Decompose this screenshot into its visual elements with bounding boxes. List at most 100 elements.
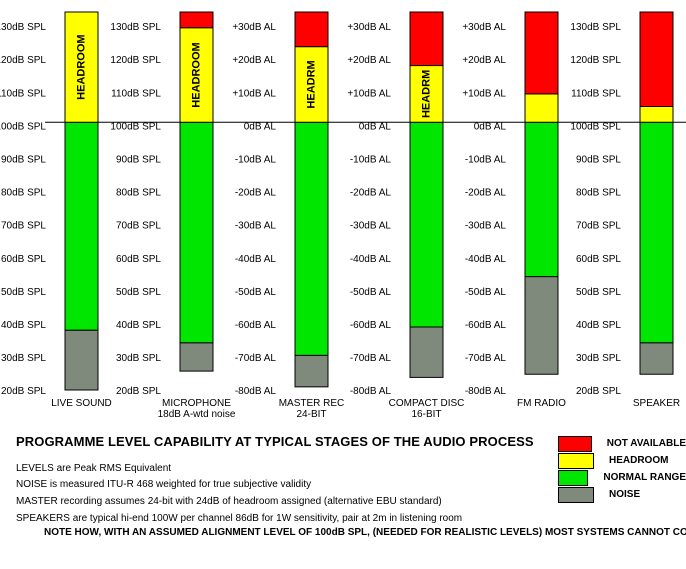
bar-1-segment-headroom: [179, 27, 214, 123]
bar-2-tick-label: -70dB AL: [235, 353, 277, 364]
bar-0-tick-label: 130dB SPL: [0, 22, 46, 33]
bar-3-segment-noise: [409, 326, 444, 378]
bar-3-tick-label: -70dB AL: [350, 353, 392, 364]
bar-0-segment-noise: [64, 329, 99, 391]
bar-5-segment-headroom: [639, 106, 674, 123]
bar-4-tick-label: +20dB AL: [462, 55, 506, 66]
bar-4-segment-headroom: [524, 93, 559, 123]
bar-1-tick-label: 80dB SPL: [116, 188, 161, 199]
legend-swatch-noise: [558, 486, 594, 503]
bar-5-tick-label: 130dB SPL: [570, 22, 621, 33]
legend-item-not-available: NOT AVAILABLE: [558, 435, 686, 452]
bar-4-tick-label: -70dB AL: [465, 353, 507, 364]
bar-2-label: MASTER REC: [279, 398, 345, 409]
bar-0-tick-label: 80dB SPL: [1, 188, 46, 199]
bar-3-tick-label: -20dB AL: [350, 188, 392, 199]
bar-1-segment-normal-range: [179, 121, 214, 344]
bar-4-segment-not-available: [524, 11, 559, 95]
bar-2-segment-noise: [294, 354, 329, 388]
bar-3-label: COMPACT DISC: [389, 398, 465, 409]
bar-2-tick-label: -60dB AL: [235, 320, 277, 331]
bar-1-tick-label: 130dB SPL: [110, 22, 161, 33]
bar-4-tick-label: -60dB AL: [465, 320, 507, 331]
bar-2-tick-label: +30dB AL: [232, 22, 276, 33]
bar-0-tick-label: 20dB SPL: [1, 386, 46, 397]
bar-0-segment-label: HEADROOM: [75, 34, 87, 99]
bar-0-tick-label: 60dB SPL: [1, 254, 46, 265]
bar-2-tick-label: +20dB AL: [232, 55, 276, 66]
legend-swatch-not-available: [558, 435, 592, 452]
bar-0-tick-label: 40dB SPL: [1, 320, 46, 331]
bar-4-tick-label: -50dB AL: [465, 287, 507, 298]
bar-1-tick-label: 110dB SPL: [111, 88, 161, 99]
bar-1-label: MICROPHONE: [162, 398, 231, 409]
bar-2-tick-label: 0dB AL: [244, 121, 277, 132]
bar-3-label: 16-BIT: [411, 409, 441, 420]
bar-4-tick-label: 0dB AL: [474, 121, 507, 132]
bar-3-tick-label: +20dB AL: [347, 55, 391, 66]
bar-2-segment-label: HEADRM: [305, 60, 317, 108]
bar-1-tick-label: 100dB SPL: [110, 121, 161, 132]
bar-3-segment-not-available: [409, 11, 444, 67]
bar-5-tick-label: 50dB SPL: [576, 287, 621, 298]
bar-2-segment-not-available: [294, 11, 329, 48]
bar-4-segment-noise: [524, 276, 559, 375]
bar-2-tick-label: -20dB AL: [235, 188, 277, 199]
bar-0-tick-label: 30dB SPL: [1, 353, 46, 364]
bar-0-label: LIVE SOUND: [51, 398, 112, 409]
bar-3-tick-label: 0dB AL: [359, 121, 392, 132]
bar-5-tick-label: 40dB SPL: [576, 320, 621, 331]
note-levels: LEVELS are Peak RMS Equivalent: [16, 463, 172, 474]
bar-1-tick-label: 20dB SPL: [116, 386, 161, 397]
legend-label-headroom: HEADROOM: [609, 455, 669, 466]
bar-5-segment-normal-range: [639, 121, 674, 344]
bar-4-tick-label: -30dB AL: [465, 221, 507, 232]
bar-2-label: 24-BIT: [296, 409, 326, 420]
bar-0-tick-label: 100dB SPL: [0, 121, 46, 132]
bar-1-tick-label: 120dB SPL: [110, 55, 161, 66]
note-noise: NOISE is measured ITU-R 468 weighted for…: [16, 479, 312, 490]
bar-2-tick-label: -30dB AL: [235, 221, 277, 232]
bar-4-tick-label: -20dB AL: [465, 188, 507, 199]
bar-0-segment-normal-range: [64, 121, 99, 331]
legend-label-normal-range: NORMAL RANGE: [603, 472, 686, 483]
bar-2-tick-label: -50dB AL: [235, 287, 277, 298]
bar-4-tick-label: -10dB AL: [465, 155, 507, 166]
bar-1-segment-not-available: [179, 11, 214, 29]
bar-2-tick-label: -80dB AL: [235, 386, 277, 397]
bar-1-tick-label: 40dB SPL: [116, 320, 161, 331]
bar-3-segment-normal-range: [409, 121, 444, 328]
bar-0-segment-headroom: [64, 11, 99, 123]
legend-label-not-available: NOT AVAILABLE: [606, 438, 686, 449]
bar-0-tick-label: 50dB SPL: [1, 287, 46, 298]
bar-0-tick-label: 120dB SPL: [0, 55, 46, 66]
chart-title: PROGRAMME LEVEL CAPABILITY AT TYPICAL ST…: [16, 434, 534, 449]
bar-5-label: SPEAKER: [633, 398, 680, 409]
legend-swatch-normal-range: [558, 469, 589, 486]
legend-item-headroom: HEADROOM: [558, 452, 686, 469]
note-speakers: SPEAKERS are typical hi-end 100W per cha…: [16, 513, 463, 524]
legend-swatch-headroom: [558, 452, 594, 469]
final-note: NOTE HOW, WITH AN ASSUMED ALIGNMENT LEVE…: [44, 527, 686, 538]
legend-item-normal-range: NORMAL RANGE: [558, 469, 686, 486]
bar-2-tick-label: -10dB AL: [235, 155, 277, 166]
legend-item-noise: NOISE: [558, 486, 686, 503]
bar-3-tick-label: +10dB AL: [347, 88, 391, 99]
bar-5-tick-label: 30dB SPL: [576, 353, 621, 364]
bar-1-label: 18dB A-wtd noise: [158, 409, 236, 420]
bar-3-tick-label: -30dB AL: [350, 221, 392, 232]
bar-0-tick-label: 70dB SPL: [1, 221, 46, 232]
bar-1-tick-label: 60dB SPL: [116, 254, 161, 265]
bar-3-tick-label: +30dB AL: [347, 22, 391, 33]
bar-3-tick-label: -50dB AL: [350, 287, 392, 298]
bar-5-tick-label: 60dB SPL: [576, 254, 621, 265]
bar-5-segment-noise: [639, 342, 674, 375]
bar-3-tick-label: -10dB AL: [350, 155, 392, 166]
bar-1-segment-label: HEADROOM: [190, 42, 202, 107]
bar-3-tick-label: -80dB AL: [350, 386, 392, 397]
bar-5-tick-label: 100dB SPL: [570, 121, 621, 132]
bar-4-tick-label: -80dB AL: [465, 386, 507, 397]
bar-3-segment-headroom: [409, 65, 444, 123]
bar-2-segment-normal-range: [294, 121, 329, 356]
bar-0-tick-label: 110dB SPL: [0, 88, 46, 99]
